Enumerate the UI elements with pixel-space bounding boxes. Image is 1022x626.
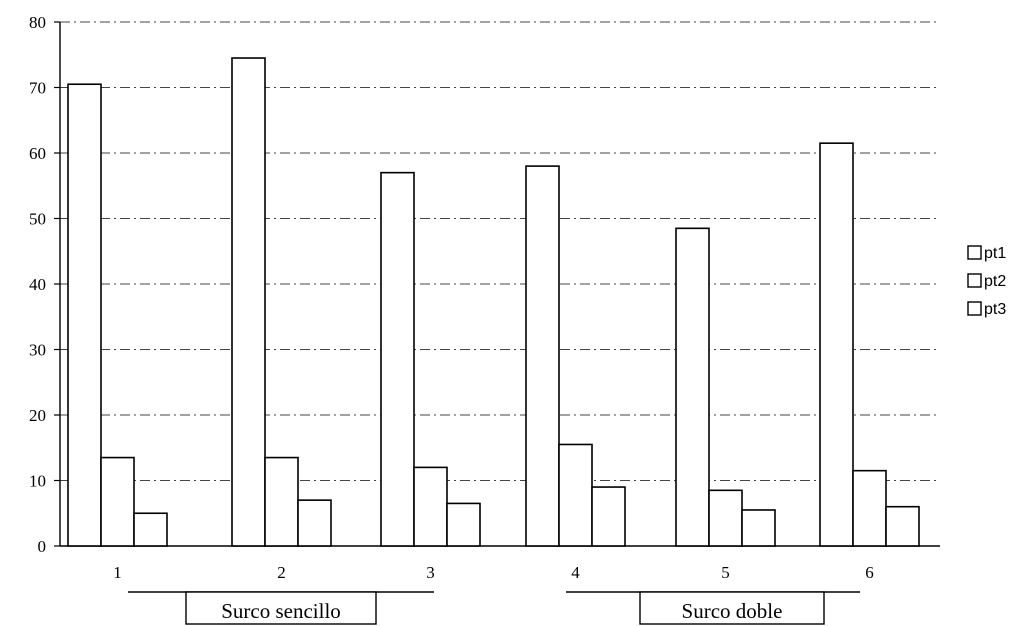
y-tick-label-50: 50 xyxy=(29,210,46,229)
bar-pt1-cat-1 xyxy=(67,83,102,547)
bar-pt3-cat-2 xyxy=(297,499,332,547)
group-label-1: Surco doble xyxy=(682,599,783,623)
bar-pt1-cat-3 xyxy=(380,171,415,547)
y-tick-label-70: 70 xyxy=(29,79,46,98)
bars xyxy=(67,57,920,547)
group-label-box-1 xyxy=(639,591,825,625)
legend: pt1 pt2 pt3 xyxy=(967,245,1006,318)
legend-label-pt3: pt3 xyxy=(984,301,1006,318)
legend-swatch-pt3 xyxy=(967,301,982,316)
y-tick-label-40: 40 xyxy=(29,275,46,294)
legend-swatch-pt2 xyxy=(967,273,982,288)
x-tick-label-1: 1 xyxy=(113,563,122,582)
x-tick-label-5: 5 xyxy=(721,563,730,582)
x-tick-label-6: 6 xyxy=(865,563,874,582)
bar-pt2-cat-6 xyxy=(852,469,887,547)
bar-pt1-cat-4 xyxy=(525,165,560,547)
x-tick-label-3: 3 xyxy=(426,563,435,582)
bar-pt2-cat-4 xyxy=(558,443,593,547)
bar-pt3-cat-6 xyxy=(885,505,920,547)
y-tick-label-20: 20 xyxy=(29,406,46,425)
group-label-0: Surco sencillo xyxy=(221,599,341,623)
bar-pt2-cat-3 xyxy=(413,466,448,547)
bar-pt2-cat-1 xyxy=(100,456,135,547)
legend-label-pt2: pt2 xyxy=(984,273,1006,290)
bar-pt2-cat-2 xyxy=(264,456,299,547)
axes xyxy=(54,21,940,547)
group-label-box-0 xyxy=(185,591,377,625)
legend-label-pt1: pt1 xyxy=(984,245,1006,262)
y-tick-label-10: 10 xyxy=(29,472,46,491)
bar-pt1-cat-5 xyxy=(675,227,710,547)
y-tick-label-60: 60 xyxy=(29,144,46,163)
bar-pt3-cat-4 xyxy=(591,486,626,547)
bar-pt1-cat-6 xyxy=(819,142,854,547)
bar-pt2-cat-5 xyxy=(708,489,743,547)
y-tick-label-30: 30 xyxy=(29,341,46,360)
category-groups: Surco sencillo Surco doble xyxy=(128,591,860,625)
gridlines xyxy=(60,21,940,481)
y-tick-label-0: 0 xyxy=(38,537,47,556)
bar-pt1-cat-2 xyxy=(231,57,266,547)
y-tick-label-80: 80 xyxy=(29,13,46,32)
tick-labels: 0 10 20 30 40 50 60 70 80 1 2 3 4 5 6 xyxy=(29,13,874,582)
x-tick-label-2: 2 xyxy=(277,563,286,582)
bar-pt3-cat-3 xyxy=(446,502,481,547)
x-tick-label-4: 4 xyxy=(571,563,580,582)
bar-pt3-cat-1 xyxy=(133,512,168,547)
legend-swatch-pt1 xyxy=(967,245,982,260)
bar-pt3-cat-5 xyxy=(741,509,776,547)
